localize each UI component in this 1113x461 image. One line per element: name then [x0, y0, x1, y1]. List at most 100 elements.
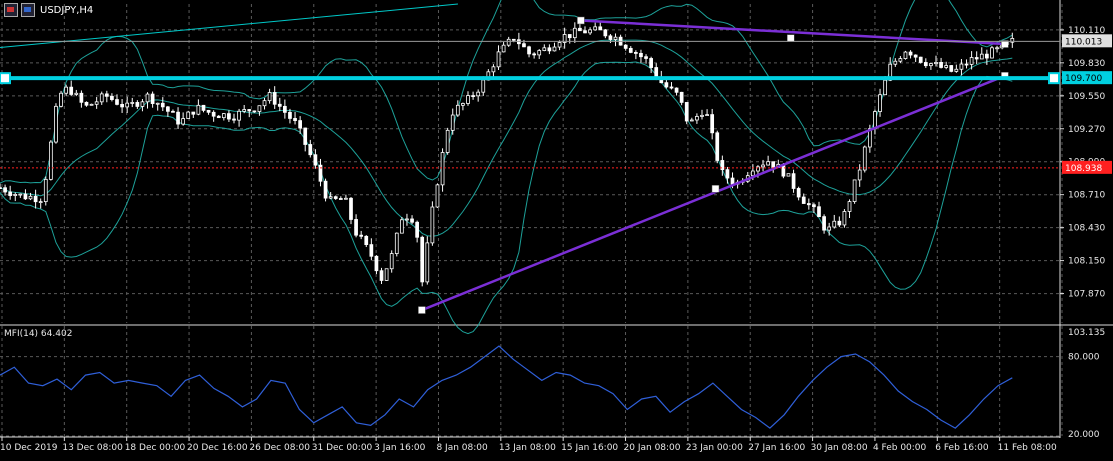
candle-body — [578, 27, 582, 32]
candle-body — [730, 177, 735, 185]
candle-body — [827, 226, 832, 231]
candle-body — [695, 116, 699, 121]
candle-body — [471, 95, 475, 97]
upper-trendline-anchor — [1001, 40, 1009, 48]
candle-body — [964, 63, 969, 66]
candle-body — [125, 102, 130, 108]
y-tick-label: 108.430 — [1068, 224, 1105, 234]
candle-body — [862, 146, 867, 171]
candle-body — [171, 110, 175, 113]
mfi-tick-label: 20.000 — [1068, 430, 1100, 440]
x-tick-label: 4 Feb 00:00 — [873, 443, 927, 453]
candle-body — [715, 132, 720, 161]
y-tick-label: 107.870 — [1068, 290, 1105, 300]
y-tick-label: 109.830 — [1068, 59, 1105, 69]
candle-body — [440, 152, 445, 186]
candle-body — [939, 62, 943, 68]
x-tick-label: 10 Dec 2019 — [0, 443, 58, 453]
y-tick-label: 109.550 — [1068, 92, 1105, 102]
lower-trendline-anchor — [711, 185, 720, 193]
y-tick-label: 108.710 — [1068, 191, 1105, 201]
x-tick-label: 26 Dec 08:00 — [249, 443, 310, 453]
candle-body — [679, 91, 684, 103]
candle-body — [929, 63, 933, 67]
candle-body — [328, 196, 333, 199]
support-level-price-label: 109.700 — [1065, 74, 1102, 84]
candle-body — [8, 191, 13, 196]
current-price-label: 110.013 — [1065, 37, 1102, 47]
candle-body — [852, 179, 857, 202]
candle-body — [455, 104, 460, 116]
candle-body — [669, 86, 674, 89]
candle-body — [221, 113, 226, 119]
candle-body — [883, 79, 887, 96]
y-tick-label: 110.110 — [1068, 26, 1105, 36]
candle-body — [639, 52, 643, 58]
candle-body — [410, 218, 414, 223]
candle-body — [420, 236, 425, 283]
candle-body — [0, 187, 2, 190]
x-tick-label: 11 Feb 08:00 — [998, 443, 1057, 453]
candle-body — [923, 62, 928, 67]
bollinger-middle — [0, 39, 1013, 237]
x-tick-label: 8 Jan 08:00 — [436, 443, 488, 453]
candle-body — [974, 57, 979, 60]
candle-body — [542, 47, 547, 51]
candle-body — [466, 95, 470, 104]
candle-body — [588, 29, 592, 34]
candle-body — [140, 101, 145, 107]
candle-body — [481, 79, 486, 93]
candle-body — [247, 109, 252, 112]
candle-body — [84, 101, 89, 106]
candle-body — [873, 111, 877, 130]
x-tick-label: 23 Jan 00:00 — [686, 443, 743, 453]
candle-body — [944, 65, 949, 68]
candle-body — [979, 53, 984, 60]
candle-body — [700, 114, 704, 117]
candle-body — [583, 30, 587, 34]
chart-title: USDJPY,H4 — [40, 4, 94, 16]
current-price-tag — [1062, 34, 1112, 48]
candle-body — [186, 111, 191, 119]
candle-body — [59, 92, 63, 107]
candle-body — [801, 196, 806, 204]
mfi-label: MFI(14) 64.402 — [4, 329, 72, 339]
candle-body — [995, 47, 999, 50]
candle-body — [191, 111, 196, 115]
x-tick-label: 13 Dec 08:00 — [62, 443, 123, 453]
candle-body — [94, 101, 99, 105]
candle-body — [888, 63, 893, 81]
candle-body — [150, 93, 155, 104]
x-tick-label: 18 Dec 00:00 — [125, 443, 186, 453]
candle-body — [272, 92, 277, 105]
candle-body — [89, 103, 94, 106]
candle-body — [842, 211, 847, 226]
x-tick-label: 27 Jan 16:00 — [748, 443, 805, 453]
candle-body — [720, 160, 725, 171]
candle-body — [623, 44, 628, 49]
candle-body — [644, 56, 648, 59]
x-tick-label: 6 Feb 16:00 — [935, 443, 989, 453]
candle-body — [13, 194, 18, 196]
x-tick-label: 15 Jan 16:00 — [561, 443, 618, 453]
candle-body — [771, 161, 776, 168]
candle-body — [725, 169, 730, 179]
candle-body — [705, 114, 709, 116]
candle-body — [786, 173, 791, 177]
candle-body — [181, 118, 185, 125]
candle-body — [496, 51, 501, 68]
candle-body — [211, 111, 216, 117]
candle-body — [354, 219, 358, 236]
candle-body — [49, 141, 53, 180]
candle-body — [364, 235, 369, 245]
candle-body — [18, 193, 23, 196]
candle-body — [949, 65, 954, 72]
candle-body — [435, 184, 440, 208]
candle-body — [710, 114, 715, 134]
candle-body — [593, 26, 598, 31]
red-level-price-tag — [1062, 160, 1112, 174]
candle-body — [318, 164, 323, 182]
chart-flag-icon-2 — [21, 3, 35, 17]
lower-trendline — [421, 74, 1006, 312]
